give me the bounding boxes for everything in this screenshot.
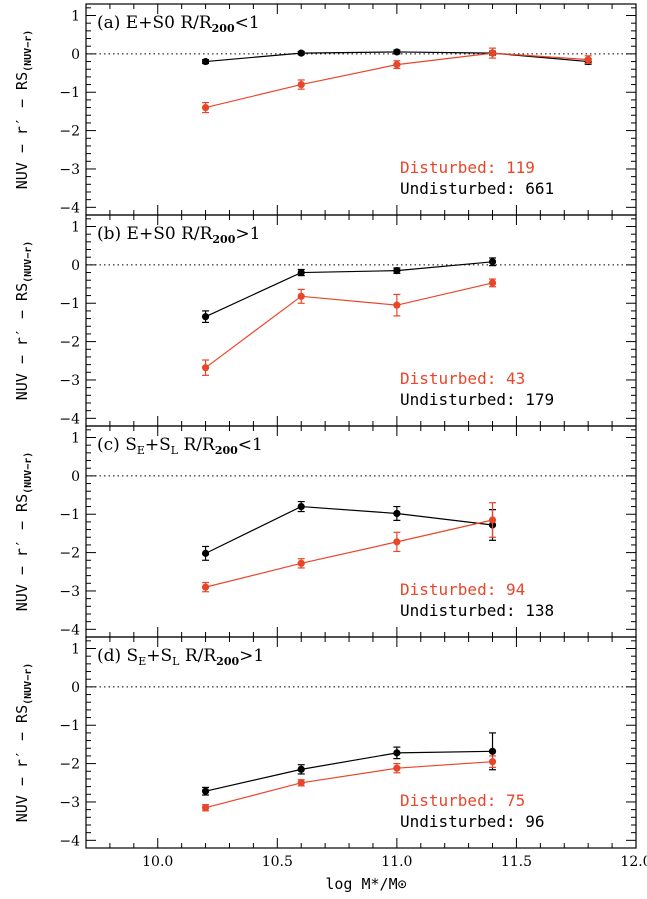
y-tick-label: −4 [59, 622, 80, 638]
data-point [488, 758, 497, 766]
panel-frame [85, 636, 637, 849]
y-axis-label: NUV − r′ − RS(NUV−r) [13, 30, 34, 190]
x-tick-label: 12.0 [620, 854, 647, 870]
data-point [393, 61, 401, 69]
data-point [393, 764, 401, 772]
disturbed-count-label: Disturbed: 43 [400, 369, 525, 388]
data-point [201, 583, 210, 591]
y-tick-label: 0 [71, 469, 80, 485]
data-point [393, 48, 401, 56]
panel-c: 1 0 −1 −2 −3 −4 NUV − r′ − RS(NUV−r) (c) SE+SL … [13, 425, 637, 638]
data-point [584, 56, 592, 64]
y-tick-label: −3 [59, 584, 80, 600]
y-tick-label: 1 [71, 642, 80, 658]
data-point [488, 747, 497, 755]
panel-label: (a) E+S0 R/R200<1 [97, 13, 260, 35]
data-point [488, 258, 497, 266]
data-point [201, 103, 210, 112]
data-point [393, 301, 401, 309]
series-line [205, 750, 493, 792]
series-disturbed [201, 502, 497, 593]
data-point [488, 279, 497, 287]
data-point [393, 538, 401, 546]
data-point [393, 509, 401, 518]
series-line [205, 519, 493, 588]
data-point [393, 749, 401, 757]
undisturbed-count-label: Undisturbed: 661 [400, 179, 554, 198]
data-point [297, 49, 305, 57]
y-axis-label: NUV − r′ − RS(NUV−r) [13, 452, 34, 612]
undisturbed-count-label: Undisturbed: 179 [400, 390, 554, 409]
y-tick-label: 1 [71, 431, 80, 447]
panel-a: 1 0 −1 −2 −3 −4 NUV − r′ − RS(NUV−r) (a) E+S0 R… [13, 3, 637, 216]
series-disturbed [201, 47, 592, 114]
y-tick-label: −2 [59, 124, 80, 140]
data-point [297, 779, 305, 787]
y-tick-label: 1 [71, 9, 80, 25]
panel-label: (d) SE+SL R/R200>1 [97, 646, 264, 668]
x-axis-label: log M*/M⊙ [325, 875, 406, 893]
data-point [201, 364, 210, 372]
y-tick-label: −1 [59, 507, 80, 523]
undisturbed-count-label: Undisturbed: 138 [400, 601, 554, 620]
x-tick-label: 10.0 [142, 854, 173, 870]
data-point [297, 502, 305, 511]
data-point [297, 765, 305, 773]
x-tick-label: 11.0 [381, 854, 412, 870]
data-point [488, 49, 497, 57]
series-line [205, 261, 493, 318]
y-tick-label: −2 [59, 546, 80, 562]
y-tick-label: −2 [59, 757, 80, 773]
series-disturbed [201, 755, 497, 812]
data-point [488, 516, 497, 524]
disturbed-count-label: Disturbed: 75 [400, 791, 525, 810]
y-tick-label: −1 [59, 85, 80, 101]
y-tick-label: −3 [59, 162, 80, 178]
data-point [393, 267, 401, 275]
series-line [205, 282, 493, 369]
data-point [297, 80, 305, 89]
undisturbed-count-label: Undisturbed: 96 [400, 812, 545, 831]
data-point [201, 313, 210, 321]
data-point [201, 787, 210, 795]
y-tick-label: −1 [59, 718, 80, 734]
y-tick-label: 0 [71, 680, 80, 696]
y-tick-label: −1 [59, 296, 80, 312]
y-tick-label: −4 [59, 411, 80, 427]
series-undisturbed [201, 500, 497, 561]
disturbed-count-label: Disturbed: 119 [400, 158, 535, 177]
y-tick-label: −4 [59, 833, 80, 849]
y-tick-label: 1 [71, 220, 80, 236]
panel-label: (c) SE+SL R/R200<1 [97, 435, 263, 457]
y-tick-label: −2 [59, 335, 80, 351]
series-line [205, 761, 493, 809]
y-tick-label: −4 [59, 200, 80, 216]
data-point [297, 292, 305, 300]
series-line [205, 505, 493, 554]
x-tick-label: 10.5 [262, 854, 293, 870]
data-point [297, 268, 305, 277]
panel-b: 1 0 −1 −2 −3 −4 NUV − r′ − RS(NUV−r) (b) E+S0 R… [13, 214, 637, 427]
data-point [201, 549, 210, 557]
y-tick-label: −3 [59, 373, 80, 389]
data-point [201, 57, 210, 66]
y-axis-label: NUV − r′ − RS(NUV−r) [13, 663, 34, 823]
panel-d: 1 0 −1 −2 −3 −4 NUV − r′ − RS(NUV−r) (d) SE+SL … [13, 636, 637, 849]
data-point [201, 804, 210, 812]
y-axis-label: NUV − r′ − RS(NUV−r) [13, 241, 34, 401]
disturbed-count-label: Disturbed: 94 [400, 580, 525, 599]
series-disturbed [201, 278, 497, 376]
x-tick-label: 11.5 [501, 854, 532, 870]
data-point [297, 559, 305, 567]
y-tick-label: 0 [71, 258, 80, 274]
y-tick-label: −3 [59, 795, 80, 811]
y-tick-label: 0 [71, 47, 80, 63]
panel-label: (b) E+S0 R/R200>1 [97, 224, 260, 246]
series-undisturbed [201, 257, 497, 324]
